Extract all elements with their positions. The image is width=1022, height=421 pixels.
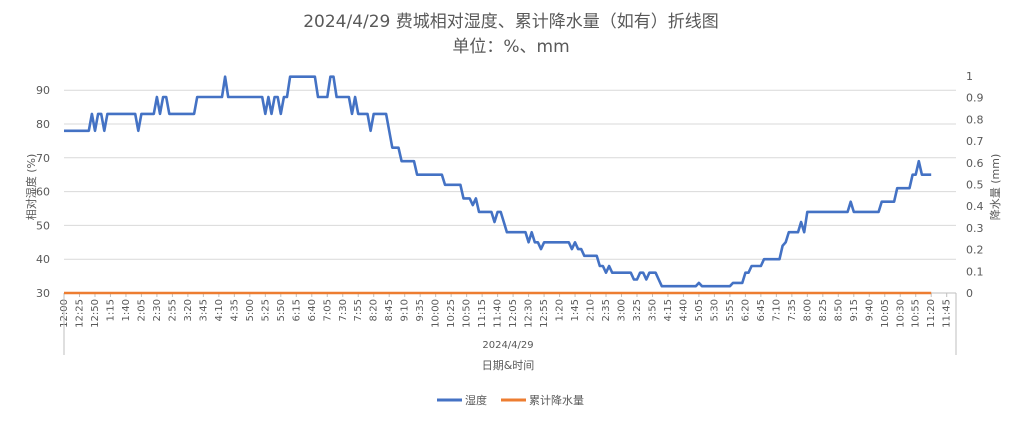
chart-subtitle: 单位：%、mm xyxy=(452,37,569,57)
x-tick-label: 9:35 xyxy=(415,299,426,321)
x-tick-label: 6:20 xyxy=(740,299,751,321)
x-tick-label: 10:50 xyxy=(462,299,473,328)
x-tick-label: 1:15 xyxy=(105,299,116,321)
x-tick-label: 9:15 xyxy=(849,299,860,321)
x-tick-label: 6:15 xyxy=(291,299,302,321)
x-tick-label: 3:25 xyxy=(632,299,643,321)
gridlines xyxy=(64,89,956,260)
x-tick-label: 4:10 xyxy=(214,299,225,321)
x-tick-label: 5:55 xyxy=(725,299,736,321)
x-axis: 12:0012:2512:501:151:402:052:302:553:203… xyxy=(59,292,957,355)
x-tick-label: 12:50 xyxy=(90,299,101,328)
y-left-tick-label: 80 xyxy=(36,118,50,131)
x-tick-label: 10:55 xyxy=(911,299,922,328)
x-tick-label: 5:25 xyxy=(260,299,271,321)
y-left-tick-label: 60 xyxy=(36,186,50,199)
x-tick-label: 7:35 xyxy=(787,299,798,321)
y-right-tick-label: 0.4 xyxy=(966,200,984,213)
x-tick-label: 4:35 xyxy=(229,299,240,321)
x-tick-label: 8:00 xyxy=(802,299,813,321)
y-axis-right: 0 0.1 0.2 0.3 0.4 0.5 0.6 0.7 0.8 0.9 1 xyxy=(966,70,984,300)
x-tick-label: 12:30 xyxy=(524,299,535,328)
y-axis-left: 30 40 50 60 70 80 90 xyxy=(36,84,50,300)
x-axis-title: 日期&时间 xyxy=(482,359,535,372)
x-tick-label: 4:15 xyxy=(663,299,674,321)
y-left-tick-label: 50 xyxy=(36,219,50,232)
y-axis-right-title: 降水量 (mm) xyxy=(988,154,1002,221)
y-axis-left-title: 相对湿度 (%) xyxy=(24,154,38,221)
y-left-tick-label: 90 xyxy=(36,84,50,97)
y-right-tick-label: 0.2 xyxy=(966,244,984,257)
x-tick-label: 10:00 xyxy=(431,299,442,328)
x-tick-label: 8:20 xyxy=(369,299,380,321)
x-tick-label: 10:05 xyxy=(880,299,891,328)
y-right-tick-label: 0.7 xyxy=(966,135,984,148)
y-left-tick-label: 70 xyxy=(36,152,50,165)
x-tick-label: 11:20 xyxy=(926,299,937,328)
x-tick-label: 8:50 xyxy=(833,299,844,321)
x-tick-label: 8:25 xyxy=(818,299,829,321)
x-tick-label: 5:30 xyxy=(709,299,720,321)
x-tick-label: 1:45 xyxy=(570,299,581,321)
x-tick-label: 10:30 xyxy=(895,299,906,328)
y-right-tick-label: 0.3 xyxy=(966,222,984,235)
x-tick-label: 10:25 xyxy=(446,299,457,328)
x-tick-label: 12:05 xyxy=(508,299,519,328)
y-right-tick-label: 0.8 xyxy=(966,113,984,126)
x-tick-label: 2:30 xyxy=(152,299,163,321)
x-tick-label: 7:10 xyxy=(771,299,782,321)
x-tick-label: 9:40 xyxy=(864,299,875,321)
x-tick-label: 2:10 xyxy=(586,299,597,321)
series-lines xyxy=(64,75,932,295)
y-right-tick-label: 0.1 xyxy=(966,265,984,278)
x-tick-label: 5:05 xyxy=(694,299,705,321)
x-tick-label: 7:05 xyxy=(322,299,333,321)
x-tick-label: 11:45 xyxy=(942,299,953,328)
x-tick-label: 6:40 xyxy=(307,299,318,321)
x-tick-label: 3:20 xyxy=(183,299,194,321)
x-tick-label: 7:55 xyxy=(353,299,364,321)
x-tick-label: 8:45 xyxy=(384,299,395,321)
y-right-tick-label: 0.9 xyxy=(966,92,984,105)
x-tick-label: 5:50 xyxy=(276,299,287,321)
x-tick-label: 9:10 xyxy=(400,299,411,321)
x-axis-group-label: 2024/4/29 xyxy=(482,340,533,351)
y-right-tick-label: 0 xyxy=(966,287,973,300)
x-tick-label: 4:40 xyxy=(678,299,689,321)
x-tick-label: 3:50 xyxy=(647,299,658,321)
legend-label-precipitation: 累计降水量 xyxy=(529,393,584,407)
x-tick-label: 11:40 xyxy=(493,299,504,328)
y-right-tick-label: 1 xyxy=(966,70,973,83)
y-right-tick-label: 0.6 xyxy=(966,157,984,170)
x-tick-label: 2:35 xyxy=(601,299,612,321)
x-tick-label: 6:45 xyxy=(756,299,767,321)
x-tick-label: 2:05 xyxy=(136,299,147,321)
chart-title: 2024/4/29 费城相对湿度、累计降水量（如有）折线图 xyxy=(303,12,719,32)
x-tick-label: 3:45 xyxy=(198,299,209,321)
x-tick-label: 2:55 xyxy=(167,299,178,321)
y-right-tick-label: 0.5 xyxy=(966,179,984,192)
x-tick-label: 3:00 xyxy=(617,299,628,321)
x-tick-label: 1:40 xyxy=(121,299,132,321)
x-tick-label: 1:20 xyxy=(555,299,566,321)
x-tick-label: 7:30 xyxy=(338,299,349,321)
legend: 湿度 累计降水量 xyxy=(437,393,584,407)
x-tick-label: 12:55 xyxy=(539,299,550,328)
x-tick-label: 5:00 xyxy=(245,299,256,321)
x-tick-label: 12:25 xyxy=(74,299,85,328)
y-left-tick-label: 40 xyxy=(36,253,50,266)
y-left-tick-label: 30 xyxy=(36,287,50,300)
x-tick-label: 11:15 xyxy=(477,299,488,328)
legend-label-humidity: 湿度 xyxy=(465,393,487,407)
humidity-line xyxy=(64,75,932,288)
